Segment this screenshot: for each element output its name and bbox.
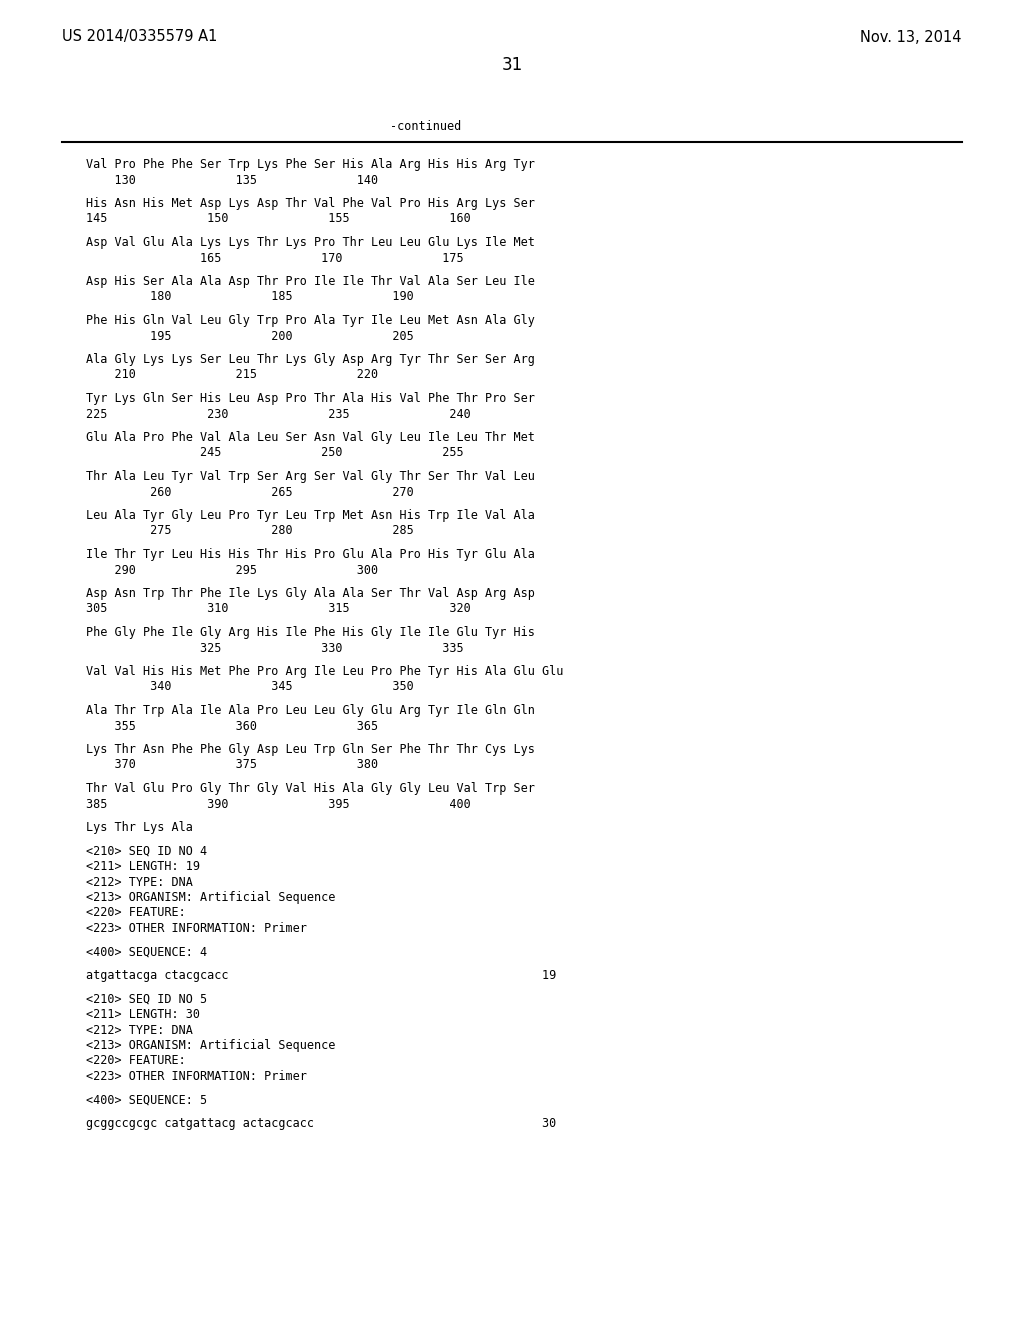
Text: 355              360              365: 355 360 365: [86, 719, 378, 733]
Text: 325              330              335: 325 330 335: [86, 642, 464, 655]
Text: US 2014/0335579 A1: US 2014/0335579 A1: [62, 29, 217, 45]
Text: 290              295              300: 290 295 300: [86, 564, 378, 577]
Text: 225              230              235              240: 225 230 235 240: [86, 408, 471, 421]
Text: <223> OTHER INFORMATION: Primer: <223> OTHER INFORMATION: Primer: [86, 1071, 307, 1082]
Text: <223> OTHER INFORMATION: Primer: <223> OTHER INFORMATION: Primer: [86, 921, 307, 935]
Text: Val Val His His Met Phe Pro Arg Ile Leu Pro Phe Tyr His Ala Glu Glu: Val Val His His Met Phe Pro Arg Ile Leu …: [86, 665, 563, 678]
Text: Asp Val Glu Ala Lys Lys Thr Lys Pro Thr Leu Leu Glu Lys Ile Met: Asp Val Glu Ala Lys Lys Thr Lys Pro Thr …: [86, 236, 535, 249]
Text: Ala Thr Trp Ala Ile Ala Pro Leu Leu Gly Glu Arg Tyr Ile Gln Gln: Ala Thr Trp Ala Ile Ala Pro Leu Leu Gly …: [86, 704, 535, 717]
Text: <213> ORGANISM: Artificial Sequence: <213> ORGANISM: Artificial Sequence: [86, 891, 336, 904]
Text: 195              200              205: 195 200 205: [86, 330, 414, 342]
Text: 370              375              380: 370 375 380: [86, 759, 378, 771]
Text: Tyr Lys Gln Ser His Leu Asp Pro Thr Ala His Val Phe Thr Pro Ser: Tyr Lys Gln Ser His Leu Asp Pro Thr Ala …: [86, 392, 535, 405]
Text: <400> SEQUENCE: 5: <400> SEQUENCE: 5: [86, 1093, 207, 1106]
Text: Ala Gly Lys Lys Ser Leu Thr Lys Gly Asp Arg Tyr Thr Ser Ser Arg: Ala Gly Lys Lys Ser Leu Thr Lys Gly Asp …: [86, 352, 535, 366]
Text: 31: 31: [502, 55, 522, 74]
Text: <211> LENGTH: 30: <211> LENGTH: 30: [86, 1008, 200, 1020]
Text: <220> FEATURE:: <220> FEATURE:: [86, 907, 185, 920]
Text: <213> ORGANISM: Artificial Sequence: <213> ORGANISM: Artificial Sequence: [86, 1039, 336, 1052]
Text: Lys Thr Asn Phe Phe Gly Asp Leu Trp Gln Ser Phe Thr Thr Cys Lys: Lys Thr Asn Phe Phe Gly Asp Leu Trp Gln …: [86, 743, 535, 756]
Text: <211> LENGTH: 19: <211> LENGTH: 19: [86, 861, 200, 873]
Text: 130              135              140: 130 135 140: [86, 173, 378, 186]
Text: 275              280              285: 275 280 285: [86, 524, 414, 537]
Text: 260              265              270: 260 265 270: [86, 486, 414, 499]
Text: Phe Gly Phe Ile Gly Arg His Ile Phe His Gly Ile Ile Glu Tyr His: Phe Gly Phe Ile Gly Arg His Ile Phe His …: [86, 626, 535, 639]
Text: 245              250              255: 245 250 255: [86, 446, 464, 459]
Text: <210> SEQ ID NO 4: <210> SEQ ID NO 4: [86, 845, 207, 858]
Text: gcggccgcgc catgattacg actacgcacc                                30: gcggccgcgc catgattacg actacgcacc 30: [86, 1117, 556, 1130]
Text: Asp Asn Trp Thr Phe Ile Lys Gly Ala Ala Ser Thr Val Asp Arg Asp: Asp Asn Trp Thr Phe Ile Lys Gly Ala Ala …: [86, 587, 535, 601]
Text: atgattacga ctacgcacc                                            19: atgattacga ctacgcacc 19: [86, 969, 556, 982]
Text: Asp His Ser Ala Ala Asp Thr Pro Ile Ile Thr Val Ala Ser Leu Ile: Asp His Ser Ala Ala Asp Thr Pro Ile Ile …: [86, 275, 535, 288]
Text: <210> SEQ ID NO 5: <210> SEQ ID NO 5: [86, 993, 207, 1006]
Text: Lys Thr Lys Ala: Lys Thr Lys Ala: [86, 821, 193, 834]
Text: -continued: -continued: [390, 120, 461, 132]
Text: His Asn His Met Asp Lys Asp Thr Val Phe Val Pro His Arg Lys Ser: His Asn His Met Asp Lys Asp Thr Val Phe …: [86, 197, 535, 210]
Text: Phe His Gln Val Leu Gly Trp Pro Ala Tyr Ile Leu Met Asn Ala Gly: Phe His Gln Val Leu Gly Trp Pro Ala Tyr …: [86, 314, 535, 327]
Text: <400> SEQUENCE: 4: <400> SEQUENCE: 4: [86, 945, 207, 958]
Text: 305              310              315              320: 305 310 315 320: [86, 602, 471, 615]
Text: 340              345              350: 340 345 350: [86, 681, 414, 693]
Text: 385              390              395              400: 385 390 395 400: [86, 797, 471, 810]
Text: Glu Ala Pro Phe Val Ala Leu Ser Asn Val Gly Leu Ile Leu Thr Met: Glu Ala Pro Phe Val Ala Leu Ser Asn Val …: [86, 432, 535, 444]
Text: Thr Val Glu Pro Gly Thr Gly Val His Ala Gly Gly Leu Val Trp Ser: Thr Val Glu Pro Gly Thr Gly Val His Ala …: [86, 781, 535, 795]
Text: 180              185              190: 180 185 190: [86, 290, 414, 304]
Text: <220> FEATURE:: <220> FEATURE:: [86, 1055, 185, 1068]
Text: Thr Ala Leu Tyr Val Trp Ser Arg Ser Val Gly Thr Ser Thr Val Leu: Thr Ala Leu Tyr Val Trp Ser Arg Ser Val …: [86, 470, 535, 483]
Text: Leu Ala Tyr Gly Leu Pro Tyr Leu Trp Met Asn His Trp Ile Val Ala: Leu Ala Tyr Gly Leu Pro Tyr Leu Trp Met …: [86, 510, 535, 521]
Text: <212> TYPE: DNA: <212> TYPE: DNA: [86, 1023, 193, 1036]
Text: Ile Thr Tyr Leu His His Thr His Pro Glu Ala Pro His Tyr Glu Ala: Ile Thr Tyr Leu His His Thr His Pro Glu …: [86, 548, 535, 561]
Text: 210              215              220: 210 215 220: [86, 368, 378, 381]
Text: <212> TYPE: DNA: <212> TYPE: DNA: [86, 875, 193, 888]
Text: 145              150              155              160: 145 150 155 160: [86, 213, 471, 226]
Text: Val Pro Phe Phe Ser Trp Lys Phe Ser His Ala Arg His His Arg Tyr: Val Pro Phe Phe Ser Trp Lys Phe Ser His …: [86, 158, 535, 172]
Text: 165              170              175: 165 170 175: [86, 252, 464, 264]
Text: Nov. 13, 2014: Nov. 13, 2014: [860, 29, 962, 45]
